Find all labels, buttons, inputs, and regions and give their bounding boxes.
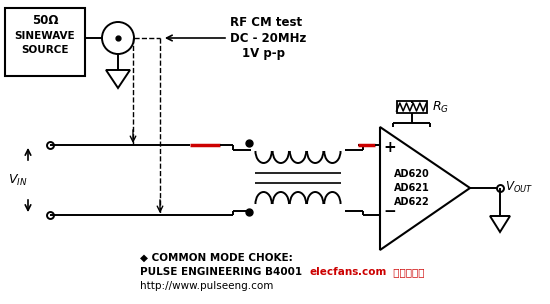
Text: http://www.pulseeng.com: http://www.pulseeng.com [140, 281, 273, 291]
Text: 1V p-p: 1V p-p [242, 47, 285, 60]
Bar [5, 8, 85, 76]
Text: AD622: AD622 [394, 197, 430, 207]
Text: 电子发烧友: 电子发烧友 [390, 267, 425, 277]
Bar [397, 101, 426, 113]
Text: $V_{OUT}$: $V_{OUT}$ [505, 179, 533, 195]
Text: $V_{IN}$: $V_{IN}$ [8, 172, 28, 188]
Text: PULSE ENGINEERING B4001: PULSE ENGINEERING B4001 [140, 267, 302, 277]
Text: $R_G$: $R_G$ [432, 99, 449, 115]
Text: RF CM test: RF CM test [230, 16, 302, 29]
Text: +: + [384, 140, 397, 156]
Text: 50Ω: 50Ω [32, 15, 58, 27]
Text: DC - 20MHz: DC - 20MHz [230, 32, 306, 44]
Text: elecfans: elecfans [310, 267, 359, 277]
Text: SINEWAVE: SINEWAVE [15, 31, 75, 41]
Text: ◆ COMMON MODE CHOKE:: ◆ COMMON MODE CHOKE: [140, 253, 293, 263]
Text: −: − [384, 205, 397, 219]
Text: AD620: AD620 [394, 169, 430, 179]
Text: AD621: AD621 [394, 183, 430, 193]
Text: .com: .com [358, 267, 386, 277]
Text: SOURCE: SOURCE [21, 45, 69, 55]
Polygon shape [380, 127, 470, 250]
